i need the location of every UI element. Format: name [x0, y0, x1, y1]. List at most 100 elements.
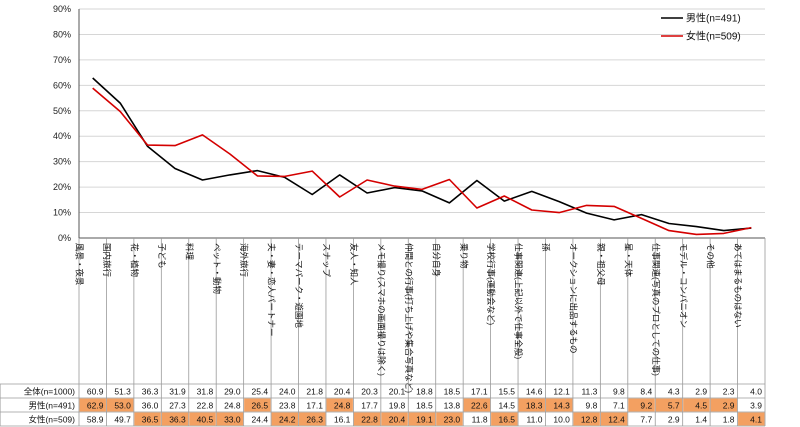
y-tick-label: 70% [53, 55, 71, 65]
table-cell: 20.1 [389, 387, 406, 397]
category-label: オークションに出品するもの [569, 243, 579, 354]
table-cell: 24.4 [252, 415, 269, 425]
table-cell-highlight [491, 412, 518, 426]
table-cell: 20.4 [334, 387, 351, 397]
y-tick-label: 40% [53, 131, 71, 141]
table-cell-highlight [573, 412, 600, 426]
table-cell: 13.8 [444, 401, 461, 411]
table-cell: 24.8 [224, 401, 241, 411]
table-cell: 2.9 [695, 387, 707, 397]
y-tick-label: 0% [58, 233, 71, 243]
category-label: 孫 [541, 243, 551, 252]
category-label: 海外旅行 [239, 243, 249, 278]
series-line-1 [92, 87, 752, 236]
table-cell: 22.6 [471, 401, 488, 411]
table-cell: 1.4 [695, 415, 707, 425]
table-cell-highlight [326, 398, 353, 412]
legend-label: 男性(n=491) [686, 12, 741, 25]
table-cell: 24.8 [334, 401, 351, 411]
table-cell: 11.8 [472, 415, 488, 425]
category-separators [0, 238, 766, 426]
y-tick-label: 10% [53, 208, 71, 218]
category-label: 友人・知人 [349, 243, 359, 286]
table-cell: 18.3 [526, 401, 543, 411]
category-label: 学校行事(運動会など) [486, 243, 496, 325]
category-label: 子ども [157, 243, 167, 269]
gridlines [78, 8, 765, 239]
table-cell: 29.0 [224, 387, 241, 397]
table-cell: 1.8 [723, 415, 735, 425]
table-cell: 11.0 [527, 415, 543, 425]
table-cell: 24.2 [279, 415, 296, 425]
category-label: 風景・夜景 [75, 243, 85, 286]
table-cell: 11.3 [581, 387, 597, 397]
table-cell: 12.4 [608, 415, 625, 425]
table-cell-highlight [628, 398, 655, 412]
table-cell: 51.3 [114, 387, 131, 397]
table-cell: 31.9 [169, 387, 186, 397]
table-cell-highlight [79, 398, 106, 412]
table-cell: 26.5 [252, 401, 269, 411]
table-cell: 15.5 [498, 387, 515, 397]
table-cell: 36.5 [142, 415, 159, 425]
table-cell: 17.1 [471, 387, 488, 397]
table-cell: 4.3 [668, 387, 680, 397]
table-cell: 27.3 [169, 401, 186, 411]
table-cell: 60.9 [87, 387, 104, 397]
table-cell-highlight [353, 412, 381, 426]
category-label: 自分自身 [431, 243, 441, 277]
category-label: 乗り物 [459, 243, 469, 269]
table-cell: 9.8 [586, 401, 598, 411]
category-label: 仕事関連(写真のプロとしての仕事) [651, 243, 661, 376]
table-cell-highlight [134, 412, 161, 426]
category-label: ペット・動物 [212, 243, 222, 295]
y-tick-label: 80% [53, 29, 71, 39]
table-cell: 7.7 [640, 415, 652, 425]
category-label: その他 [706, 243, 716, 269]
table-cell: 17.1 [306, 401, 323, 411]
category-label: 仕事関連(上記以外で仕事全般) [514, 243, 524, 359]
table-row-label: 女性(n=509) [28, 415, 75, 425]
table-cell: 4.1 [750, 415, 762, 425]
y-tick-label: 30% [53, 157, 71, 167]
legend-label: 女性(n=509) [686, 30, 741, 43]
category-label: 仲間との行事(打ち上げや集合写真など) [404, 243, 414, 393]
table-cell: 21.8 [306, 387, 323, 397]
table-cell: 16.5 [498, 415, 515, 425]
table-cell-highlight [545, 398, 573, 412]
table-cell-highlight [518, 398, 545, 412]
category-label: 花・植物 [129, 243, 139, 278]
table-cell: 14.5 [498, 401, 515, 411]
table-cell: 14.6 [526, 387, 543, 397]
table-cell: 24.0 [279, 387, 296, 397]
category-label: 夫・妻・恋人パートナー [267, 243, 277, 337]
category-label: 星・天体 [623, 243, 633, 278]
table-cell: 2.9 [723, 401, 735, 411]
table-cell: 53.0 [114, 401, 131, 411]
table-cell: 18.8 [416, 387, 433, 397]
table-cell: 36.0 [142, 401, 159, 411]
table-row-label: 全体(n=1000) [24, 387, 75, 397]
table-cell: 19.1 [416, 415, 433, 425]
table-cell: 36.3 [142, 387, 159, 397]
table-cell: 3.9 [750, 401, 762, 411]
table-cell: 9.2 [640, 401, 652, 411]
y-axis-ticks: 0% 10% 20% 30% 40% 50% 60% 70% 80% 90% [53, 4, 71, 243]
category-labels: 風景・夜景 国内旅行 花・植物 子ども 料理 ペット・動物 海外旅行 夫・妻・恋人パートナー テ… [75, 243, 744, 393]
table-cell-highlight [710, 398, 738, 412]
table-cell: 5.7 [668, 401, 680, 411]
table-cell: 40.5 [197, 415, 214, 425]
table-cell-highlight [299, 412, 326, 426]
table-cell: 18.5 [444, 387, 461, 397]
table-cell: 18.5 [416, 401, 433, 411]
table-cell: 12.8 [581, 415, 598, 425]
category-label: メモ撮り(スマホの画面撮りは除く) [376, 243, 386, 376]
table-cell-highlight [738, 412, 765, 426]
table-cell: 4.5 [695, 401, 707, 411]
table-cell: 36.3 [169, 415, 186, 425]
table-cell-highlight [683, 398, 710, 412]
table-cell: 31.8 [197, 387, 214, 397]
table-cell: 49.7 [114, 415, 131, 425]
table-cell: 12.1 [553, 387, 570, 397]
table-cell: 14.3 [553, 401, 570, 411]
